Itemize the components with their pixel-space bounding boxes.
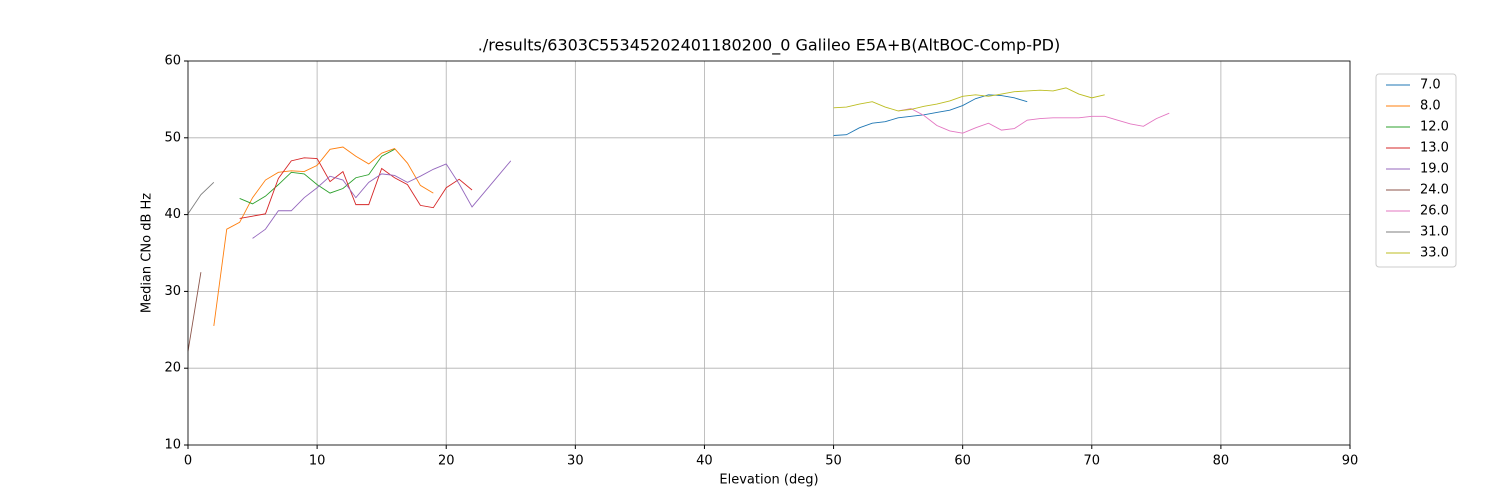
x-tick-label: 20	[438, 454, 455, 469]
y-tick-label: 30	[164, 284, 181, 299]
chart-title: ./results/6303C55345202401180200_0 Galil…	[478, 36, 1060, 56]
series-line	[213, 146, 434, 327]
legend-label: 33.0	[1420, 246, 1449, 261]
legend-label: 31.0	[1420, 225, 1449, 240]
series-line	[898, 108, 1170, 134]
y-tick-label: 50	[164, 130, 181, 145]
x-tick-label: 80	[1213, 454, 1230, 469]
legend-label: 7.0	[1420, 78, 1441, 93]
x-tick-label: 40	[696, 454, 713, 469]
series-line	[187, 272, 202, 352]
series-line	[252, 160, 512, 239]
x-tick-label: 30	[567, 454, 584, 469]
x-tick-label: 10	[309, 454, 326, 469]
x-tick-label: 50	[825, 454, 842, 469]
legend-box	[1375, 73, 1457, 268]
x-tick-label: 90	[1342, 454, 1359, 469]
legend-label: 12.0	[1420, 120, 1449, 135]
series-line	[187, 182, 215, 215]
y-axis-label: Median CNo dB Hz	[140, 193, 155, 313]
legend-label: 13.0	[1420, 141, 1449, 156]
x-axis-label: Elevation (deg)	[719, 473, 818, 488]
x-tick-label: 60	[954, 454, 971, 469]
series-line	[833, 94, 1028, 136]
series-line	[239, 148, 395, 205]
y-tick-label: 20	[164, 361, 181, 376]
legend-label: 19.0	[1420, 162, 1449, 177]
x-tick-label: 70	[1084, 454, 1101, 469]
legend-label: 8.0	[1420, 99, 1441, 114]
y-tick-label: 10	[164, 438, 181, 453]
series-line	[239, 157, 473, 219]
y-tick-label: 60	[164, 54, 181, 69]
legend-label: 24.0	[1420, 183, 1449, 198]
plot-frame	[187, 60, 1351, 446]
series-line	[833, 87, 1105, 112]
legend-label: 26.0	[1420, 204, 1449, 219]
y-tick-label: 40	[164, 207, 181, 222]
x-tick-label: 0	[184, 454, 192, 469]
